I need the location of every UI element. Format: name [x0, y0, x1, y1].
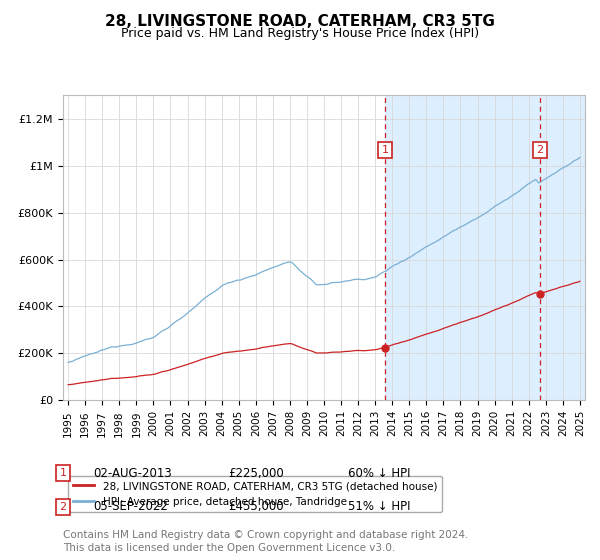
Text: 51% ↓ HPI: 51% ↓ HPI [348, 500, 410, 514]
Text: 02-AUG-2013: 02-AUG-2013 [93, 466, 172, 480]
Text: 05-SEP-2022: 05-SEP-2022 [93, 500, 168, 514]
Text: Price paid vs. HM Land Registry's House Price Index (HPI): Price paid vs. HM Land Registry's House … [121, 27, 479, 40]
Text: 1: 1 [59, 468, 67, 478]
Text: Contains HM Land Registry data © Crown copyright and database right 2024.
This d: Contains HM Land Registry data © Crown c… [63, 530, 469, 553]
Text: 2: 2 [536, 145, 544, 155]
Legend: 28, LIVINGSTONE ROAD, CATERHAM, CR3 5TG (detached house), HPI: Average price, de: 28, LIVINGSTONE ROAD, CATERHAM, CR3 5TG … [68, 476, 442, 512]
Text: 1: 1 [382, 145, 389, 155]
Text: £455,000: £455,000 [228, 500, 284, 514]
Text: 28, LIVINGSTONE ROAD, CATERHAM, CR3 5TG: 28, LIVINGSTONE ROAD, CATERHAM, CR3 5TG [105, 14, 495, 29]
Text: 2: 2 [59, 502, 67, 512]
Text: 60% ↓ HPI: 60% ↓ HPI [348, 466, 410, 480]
Text: £225,000: £225,000 [228, 466, 284, 480]
Bar [385, 95, 597, 400]
